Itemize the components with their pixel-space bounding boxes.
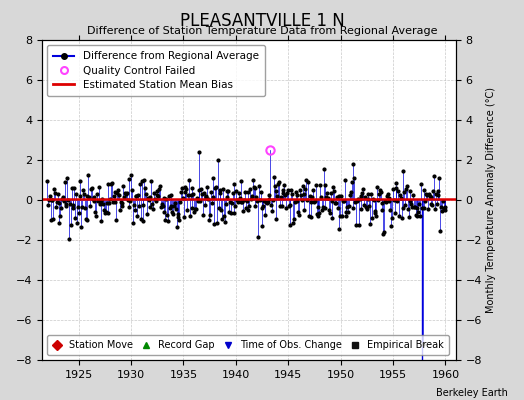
Y-axis label: Monthly Temperature Anomaly Difference (°C): Monthly Temperature Anomaly Difference (… [486,87,496,313]
Text: Berkeley Earth: Berkeley Earth [436,388,508,398]
Text: Difference of Station Temperature Data from Regional Average: Difference of Station Temperature Data f… [87,26,437,36]
Legend: Station Move, Record Gap, Time of Obs. Change, Empirical Break: Station Move, Record Gap, Time of Obs. C… [47,336,449,355]
Text: PLEASANTVILLE 1 N: PLEASANTVILLE 1 N [180,12,344,30]
